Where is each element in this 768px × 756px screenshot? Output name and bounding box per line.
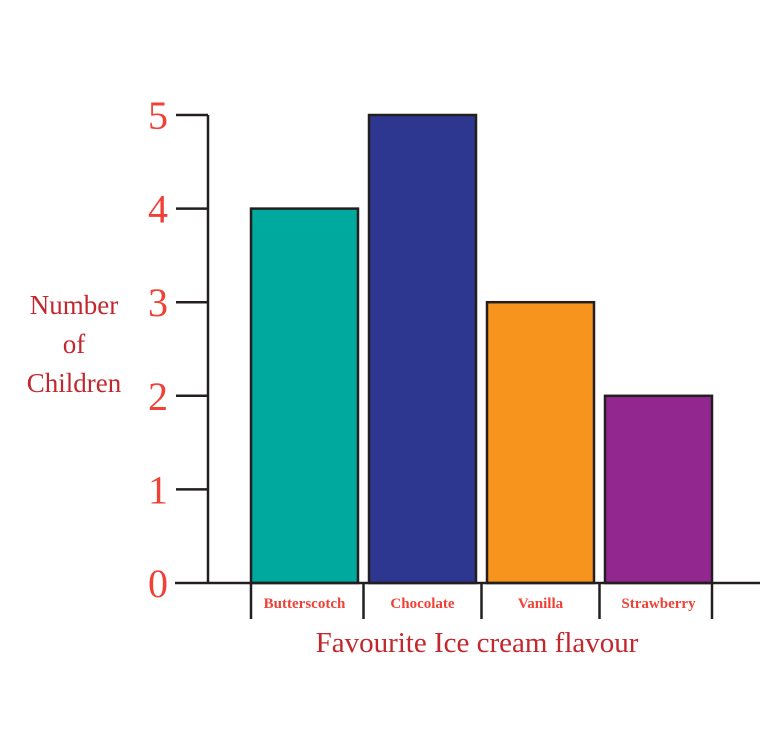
x-ticks-group: Butterscotch Chocolate Vanilla Strawberry <box>249 583 714 619</box>
y-tick-label: 1 <box>148 467 168 512</box>
y-ticks-group: 0 1 2 3 4 5 <box>148 93 208 606</box>
y-tick-label: 2 <box>148 374 168 419</box>
y-axis-label-line: Number <box>30 290 118 320</box>
bar-vanilla <box>485 300 596 585</box>
y-tick-label: 0 <box>148 561 168 606</box>
y-axis-label-line: of <box>63 329 86 359</box>
x-axis-label: Favourite Ice cream flavour <box>316 627 639 659</box>
x-tick-label-chocolate: Chocolate <box>390 596 454 612</box>
y-tick-label: 3 <box>148 280 168 325</box>
bar-strawberry <box>603 394 714 585</box>
x-tick-label-vanilla: Vanilla <box>518 596 564 612</box>
x-tick-label-butterscotch: Butterscotch <box>264 596 346 612</box>
bar-butterscotch <box>249 207 360 585</box>
y-tick-label: 4 <box>148 187 168 232</box>
bar-chocolate <box>367 113 478 585</box>
y-axis-label: Number of Children <box>27 290 122 398</box>
y-tick-label: 5 <box>148 93 168 138</box>
y-axis-label-line: Children <box>27 368 122 398</box>
x-tick-label-strawberry: Strawberry <box>621 596 696 612</box>
axes-group <box>175 115 760 585</box>
bars-group <box>249 113 714 585</box>
